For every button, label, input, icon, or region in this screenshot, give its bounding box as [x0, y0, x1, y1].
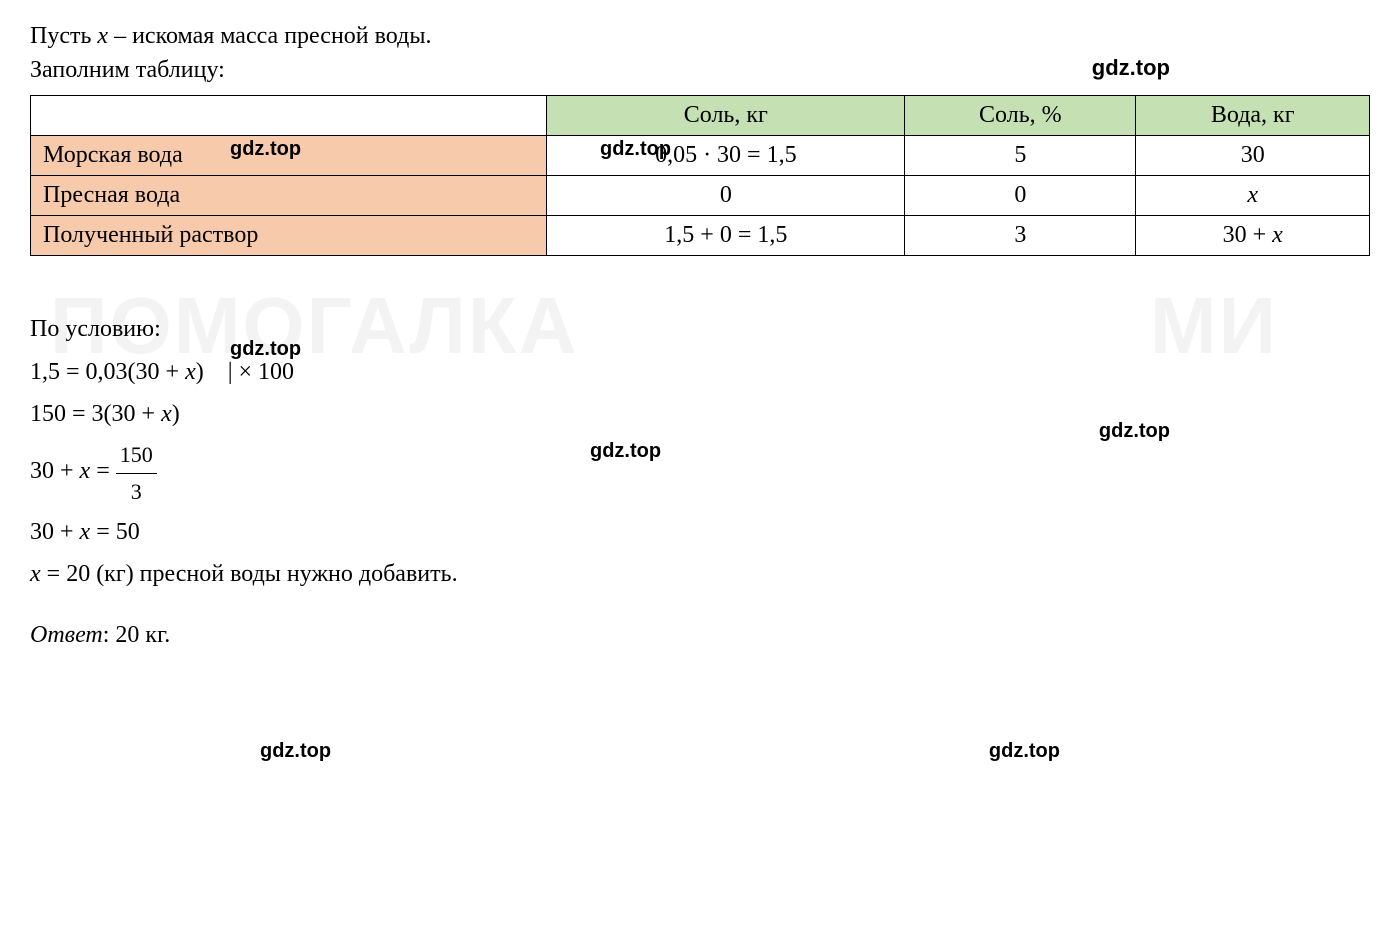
table-row: Пресная вода 0 0 x — [31, 176, 1370, 216]
step-5: x = 20 (кг) пресной воды нужно добавить. — [30, 555, 1370, 593]
table-cell: 5 — [905, 136, 1136, 176]
table-header-row: Соль, кг Соль, % Вода, кг — [31, 96, 1370, 136]
table-cell: x — [1136, 176, 1370, 216]
watermark-gdz: gdz.top — [230, 138, 301, 161]
step-3: 30 + x = 150 3 — [30, 437, 1370, 508]
cell-var: x — [1247, 182, 1258, 208]
solution-table: Соль, кг Соль, % Вода, кг Морская вода 0… — [30, 95, 1370, 256]
answer-value: : 20 кг. — [103, 622, 170, 648]
step3-lhs: 30 + x = — [30, 459, 116, 485]
watermark-gdz: gdz.top — [260, 740, 331, 763]
table-header-water-kg: Вода, кг — [1136, 96, 1370, 136]
watermark-gdz: gdz.top — [230, 338, 301, 361]
table-cell: 30 — [1136, 136, 1370, 176]
table-cell: 1,5 + 0 = 1,5 — [547, 216, 905, 256]
step5-text: = 20 (кг) пресной воды нужно добавить. — [41, 561, 458, 587]
watermark-gdz: gdz.top — [989, 740, 1060, 763]
watermark-gdz: gdz.top — [1099, 420, 1170, 443]
table-cell: 30 + x — [1136, 216, 1370, 256]
table-cell: 3 — [905, 216, 1136, 256]
fraction: 150 3 — [116, 437, 157, 508]
intro-var: x — [97, 23, 108, 49]
fraction-denominator: 3 — [116, 474, 157, 509]
table-cell: 0 — [547, 176, 905, 216]
table-cell: 0 — [905, 176, 1136, 216]
watermark-gdz: gdz.top — [600, 138, 671, 161]
row-label: Пресная вода — [31, 176, 547, 216]
cell-var: x — [1272, 222, 1283, 248]
table-header-salt-kg: Соль, кг — [547, 96, 905, 136]
table-header-salt-pct: Соль, % — [905, 96, 1136, 136]
fraction-numerator: 150 — [116, 437, 157, 473]
intro-suffix: – искомая масса пресной воды. — [108, 23, 431, 49]
table-corner — [31, 96, 547, 136]
answer-label: Ответ — [30, 622, 103, 648]
watermark-gdz-top: gdz.top — [1092, 55, 1170, 81]
step5-var: x — [30, 561, 41, 587]
intro-line-1: Пусть x – искомая масса пресной воды. — [30, 20, 1370, 54]
table-row: Полученный раствор 1,5 + 0 = 1,5 3 30 + … — [31, 216, 1370, 256]
watermark-gdz: gdz.top — [590, 440, 661, 463]
step-4: 30 + x = 50 — [30, 513, 1370, 551]
answer-line: Ответ: 20 кг. — [30, 622, 1370, 649]
intro-prefix: Пусть — [30, 23, 97, 49]
row-label: Полученный раствор — [31, 216, 547, 256]
